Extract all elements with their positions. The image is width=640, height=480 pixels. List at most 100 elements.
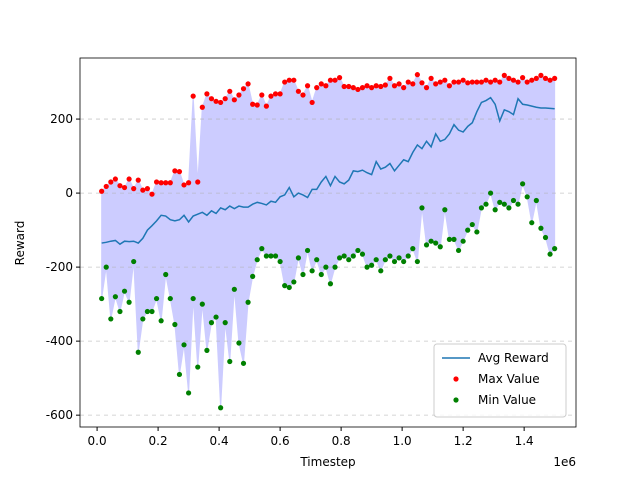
y-axis-label: Reward <box>13 221 27 266</box>
point <box>401 258 407 265</box>
point <box>108 316 114 322</box>
point <box>428 238 434 244</box>
point <box>373 83 379 89</box>
point <box>254 102 260 108</box>
point <box>126 299 132 305</box>
x-tick-label: 0.8 <box>332 434 351 448</box>
x-tick-label: 0.4 <box>210 434 229 448</box>
point <box>272 253 279 259</box>
point <box>314 257 320 263</box>
point <box>140 316 146 322</box>
point <box>245 81 251 87</box>
point <box>218 405 224 411</box>
point <box>286 77 292 83</box>
point <box>437 79 443 85</box>
point <box>414 72 420 78</box>
point <box>529 77 535 83</box>
point <box>190 295 196 302</box>
point <box>469 221 475 228</box>
point <box>268 253 274 259</box>
point <box>181 342 187 348</box>
point <box>547 77 553 83</box>
y-tick-label: -600 <box>46 408 73 422</box>
point <box>501 72 507 78</box>
point <box>240 86 247 92</box>
point <box>112 176 118 182</box>
point <box>401 85 407 91</box>
point <box>222 96 228 102</box>
point <box>414 258 420 265</box>
point <box>387 75 393 81</box>
point <box>158 180 164 186</box>
point <box>250 273 256 279</box>
point <box>300 271 306 278</box>
point <box>492 207 498 213</box>
point <box>204 91 210 97</box>
point <box>332 264 338 270</box>
point <box>144 186 151 192</box>
point <box>423 85 430 91</box>
point <box>309 268 315 274</box>
point <box>332 77 338 83</box>
point <box>446 83 453 89</box>
avg-line <box>101 96 555 246</box>
point <box>350 85 356 91</box>
x-offset-label: 1e6 <box>553 455 576 469</box>
point <box>378 83 384 90</box>
point <box>460 238 466 244</box>
point <box>428 75 434 81</box>
point <box>126 176 132 182</box>
point <box>108 179 114 185</box>
point <box>227 358 233 365</box>
point <box>469 79 475 85</box>
point <box>286 284 292 291</box>
point <box>323 264 329 270</box>
point <box>291 279 297 285</box>
point <box>176 169 183 175</box>
point <box>112 294 118 300</box>
point <box>254 257 260 263</box>
point <box>355 247 361 254</box>
point <box>474 79 480 85</box>
point <box>515 79 521 85</box>
legend-label: Min Value <box>478 393 536 407</box>
point <box>117 183 123 189</box>
point <box>542 234 549 241</box>
point <box>446 236 453 242</box>
point <box>524 79 530 85</box>
point <box>231 286 237 292</box>
point <box>250 101 256 107</box>
point <box>369 85 375 91</box>
point <box>442 77 448 83</box>
point <box>99 295 105 302</box>
point <box>245 299 251 305</box>
point <box>259 246 265 252</box>
legend-label: Max Value <box>478 372 540 386</box>
point <box>552 246 558 252</box>
point <box>378 268 384 274</box>
point <box>350 253 356 259</box>
point <box>359 85 366 91</box>
point <box>135 177 141 183</box>
point <box>318 271 324 278</box>
point <box>167 295 173 302</box>
point <box>433 240 439 246</box>
point <box>483 77 489 83</box>
point <box>149 191 155 197</box>
point <box>304 247 311 254</box>
point <box>318 81 324 87</box>
point <box>213 98 219 104</box>
point <box>396 81 402 87</box>
point <box>336 75 343 81</box>
point <box>131 186 137 192</box>
point <box>167 180 173 186</box>
point <box>437 244 443 250</box>
point <box>277 258 283 265</box>
point <box>103 264 109 270</box>
point <box>213 314 219 320</box>
point <box>487 79 494 85</box>
point <box>163 271 169 278</box>
point <box>391 258 398 265</box>
point <box>359 251 366 257</box>
